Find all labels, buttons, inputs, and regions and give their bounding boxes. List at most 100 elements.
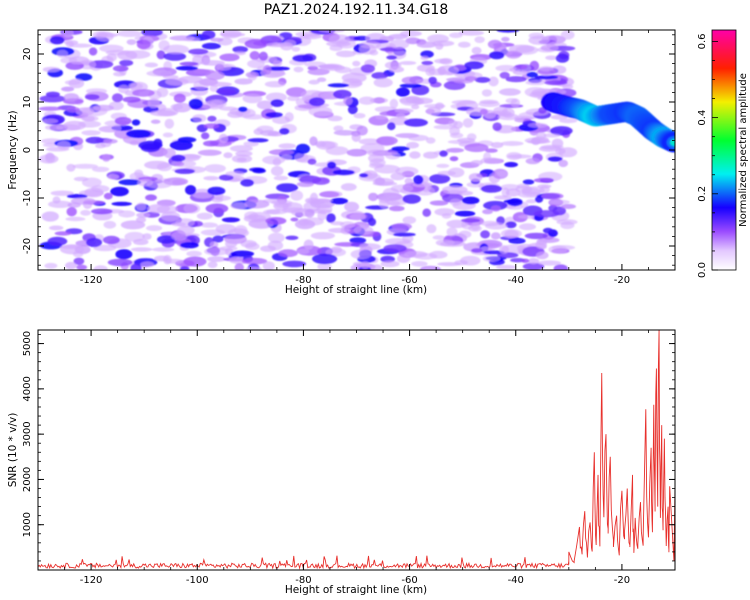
spectrogram-cell [399, 61, 417, 65]
spectrogram-cell [524, 232, 548, 240]
spectrogram-cell [389, 205, 405, 212]
spectrogram-y-tick-label: 10 [22, 96, 33, 109]
spectrogram-cell [230, 202, 248, 210]
spectrogram-cell [480, 230, 490, 239]
spectrogram-cell [505, 98, 518, 104]
spectrogram-cell [499, 71, 510, 79]
spectrogram-cell [437, 262, 462, 267]
spectrogram-cell [343, 96, 353, 106]
spectrogram-cell [219, 106, 238, 111]
spectrogram-cell [335, 50, 356, 58]
spectrogram-cell [73, 257, 85, 265]
spectrogram-cell [307, 68, 330, 76]
spectrogram-cell [103, 138, 118, 144]
spectrogram-cell [437, 66, 446, 76]
spectrogram-y-tick-label: 0 [22, 147, 33, 153]
spectrogram-cell [376, 136, 398, 146]
spectrogram-cell [151, 247, 175, 252]
spectrogram-cell [165, 77, 189, 86]
spectrogram-cell [111, 201, 132, 206]
spectrogram-cell [327, 83, 350, 88]
spectrogram-cell [205, 203, 229, 214]
spectrogram-cell [528, 35, 550, 45]
spectrogram-cell [318, 30, 345, 33]
spectrogram-cell [107, 174, 120, 180]
spectrogram-cell [504, 229, 519, 239]
spectrogram-cell [490, 142, 504, 149]
spectrogram-cell [54, 231, 72, 236]
spectrogram-cell [107, 258, 133, 267]
spectrogram-cell [411, 261, 428, 267]
spectrogram-cell [196, 212, 213, 220]
spectrogram-cell [545, 55, 558, 61]
spectrogram-cell [171, 231, 188, 241]
spectrogram-cell [295, 143, 310, 154]
spectrogram-cell [62, 30, 74, 38]
spectrogram-cell [439, 58, 453, 65]
spectrogram-cell [81, 130, 101, 136]
spectrogram-cell [560, 30, 575, 40]
spectrogram-cell [433, 124, 457, 130]
spectrogram-cell [293, 66, 304, 73]
colorbar-tick-label: 0.4 [697, 110, 708, 126]
spectrogram-cell [93, 265, 108, 270]
spectrogram-cell [256, 100, 274, 110]
spectrogram-cell [541, 192, 564, 200]
spectrogram-cell [81, 106, 108, 117]
spectrogram-cell [387, 122, 396, 131]
spectrogram-cell [515, 45, 539, 55]
spectrogram-cell [242, 93, 263, 104]
spectrogram-cell [326, 213, 336, 223]
spectrogram-cell [175, 218, 195, 228]
spectrogram-cell [91, 166, 110, 172]
spectrogram-cell [146, 180, 172, 189]
spectrogram-cell [296, 181, 314, 187]
spectrogram-cell [68, 56, 90, 65]
spectrogram-cell [192, 114, 207, 123]
spectrogram-cell [349, 237, 367, 244]
spectrogram-cell [428, 76, 437, 85]
spectrogram-cell [380, 260, 400, 268]
spectrogram-cell [134, 169, 144, 178]
spectrogram-cell [446, 219, 469, 229]
spectrogram-cell [468, 173, 483, 182]
spectrogram-cell [186, 250, 202, 257]
spectrogram-cell [461, 218, 481, 223]
spectrogram-cell [136, 39, 151, 50]
spectrogram-cell [423, 151, 439, 159]
spectrogram-cell [243, 141, 259, 147]
spectrogram-cell [389, 39, 410, 50]
spectrogram-cell [147, 204, 171, 214]
spectrogram-cell [266, 209, 281, 215]
spectrogram-cell [542, 227, 554, 234]
spectrogram-cell [535, 239, 547, 250]
spectrogram-cell [422, 208, 432, 217]
spectrogram-cell [308, 97, 325, 107]
spectrogram-cell [284, 112, 294, 122]
spectrogram-cell [505, 76, 527, 83]
spectrogram-cell [164, 118, 175, 129]
spectrogram-cell [63, 93, 79, 102]
spectrogram-cell [487, 39, 502, 49]
spectrogram-cell [350, 249, 372, 260]
spectrogram-cell [488, 76, 499, 87]
spectrogram-cell [500, 141, 524, 146]
spectrogram-cell [445, 147, 465, 153]
spectrogram-cell [245, 71, 259, 78]
spectrogram-cell [480, 157, 502, 164]
spectrogram-cell [170, 103, 183, 110]
spectrogram-cell [408, 134, 429, 142]
spectrogram-cell [295, 97, 307, 107]
spectrogram-cell [158, 40, 170, 51]
spectrogram-cell [112, 65, 129, 72]
spectrogram-cell [247, 59, 265, 69]
spectrogram-cell [204, 247, 229, 256]
spectrogram-cell [328, 34, 351, 45]
spectrogram-cell [479, 108, 488, 115]
spectrogram-cell [435, 239, 455, 247]
spectrogram-cell [132, 89, 155, 97]
spectrogram-cell [304, 61, 327, 68]
spectrogram-cell [47, 236, 68, 246]
spectrogram-cell [464, 61, 484, 70]
spectrogram-cell [175, 65, 198, 71]
